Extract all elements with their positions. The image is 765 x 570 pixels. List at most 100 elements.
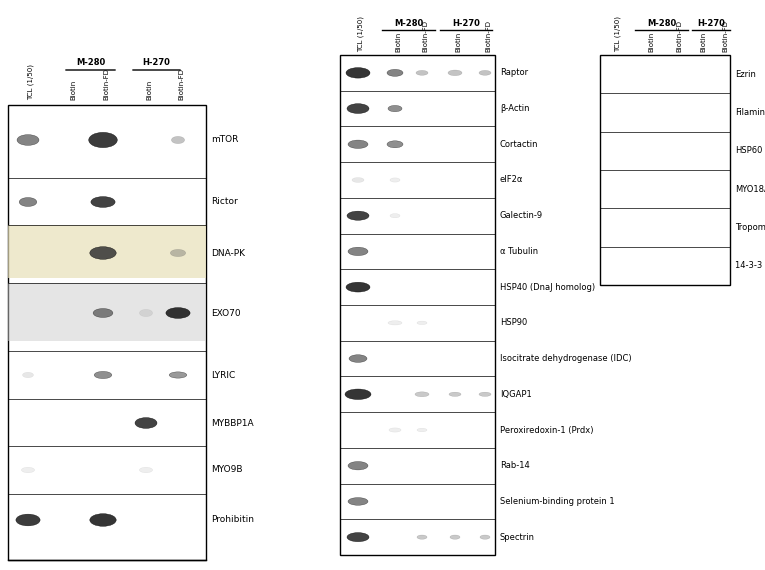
- Text: MYBBP1A: MYBBP1A: [211, 418, 254, 428]
- Bar: [8, 105, 206, 560]
- Text: TCL (1/50): TCL (1/50): [28, 64, 34, 100]
- Text: Cortactin: Cortactin: [500, 140, 539, 149]
- Text: Biotin: Biotin: [146, 80, 152, 100]
- Ellipse shape: [166, 308, 190, 319]
- Ellipse shape: [417, 428, 427, 431]
- Ellipse shape: [90, 247, 116, 259]
- Ellipse shape: [91, 197, 115, 207]
- Ellipse shape: [346, 68, 370, 78]
- Text: Filamin-A: Filamin-A: [735, 108, 765, 117]
- Text: IQGAP1: IQGAP1: [500, 390, 532, 399]
- Text: 14-3-3 ε: 14-3-3 ε: [735, 261, 765, 270]
- Text: Spectrin: Spectrin: [500, 532, 535, 541]
- Ellipse shape: [347, 104, 369, 113]
- Ellipse shape: [352, 177, 364, 182]
- Text: H-270: H-270: [697, 19, 725, 28]
- Text: DNA-PK: DNA-PK: [211, 249, 245, 258]
- Ellipse shape: [448, 70, 462, 76]
- Ellipse shape: [347, 532, 369, 541]
- Text: EXO70: EXO70: [211, 308, 241, 317]
- Ellipse shape: [450, 535, 460, 539]
- Ellipse shape: [389, 428, 401, 432]
- Text: Biotin: Biotin: [648, 32, 654, 52]
- Ellipse shape: [348, 247, 368, 255]
- Text: Tropomyosin: Tropomyosin: [735, 223, 765, 232]
- Text: Peroxiredoxin-1 (Prdx): Peroxiredoxin-1 (Prdx): [500, 425, 594, 434]
- Bar: [600, 55, 730, 285]
- Bar: [8, 225, 206, 278]
- Text: β-Actin: β-Actin: [500, 104, 529, 113]
- Text: Biotin-FD: Biotin-FD: [103, 68, 109, 100]
- Text: M-280: M-280: [76, 58, 105, 67]
- Ellipse shape: [94, 372, 112, 378]
- Text: Ezrin: Ezrin: [735, 70, 756, 79]
- Text: Rictor: Rictor: [211, 197, 238, 206]
- Ellipse shape: [348, 140, 368, 149]
- Text: Rab-14: Rab-14: [500, 461, 529, 470]
- Ellipse shape: [387, 141, 403, 148]
- Ellipse shape: [388, 105, 402, 112]
- Text: TCL (1/50): TCL (1/50): [615, 16, 621, 52]
- Text: Biotin-FD: Biotin-FD: [485, 20, 491, 52]
- Ellipse shape: [93, 308, 113, 317]
- Ellipse shape: [415, 392, 429, 397]
- Ellipse shape: [169, 372, 187, 378]
- Ellipse shape: [449, 392, 461, 396]
- Text: LYRIC: LYRIC: [211, 370, 236, 380]
- Text: Isocitrate dehydrogenase (IDC): Isocitrate dehydrogenase (IDC): [500, 354, 632, 363]
- Text: HSP60: HSP60: [735, 146, 763, 156]
- Ellipse shape: [388, 321, 402, 325]
- Ellipse shape: [345, 389, 371, 400]
- Text: Biotin-FD: Biotin-FD: [178, 68, 184, 100]
- Bar: [340, 55, 495, 555]
- Text: Prohibitin: Prohibitin: [211, 515, 254, 524]
- Ellipse shape: [480, 535, 490, 539]
- Ellipse shape: [171, 136, 184, 144]
- Text: Biotin: Biotin: [70, 80, 76, 100]
- Ellipse shape: [348, 498, 368, 505]
- Ellipse shape: [17, 135, 39, 145]
- Text: Biotin-FD: Biotin-FD: [422, 20, 428, 52]
- Ellipse shape: [90, 514, 116, 526]
- Ellipse shape: [417, 321, 427, 324]
- Text: eIF2α: eIF2α: [500, 176, 523, 185]
- Ellipse shape: [135, 418, 157, 429]
- Ellipse shape: [171, 250, 186, 256]
- Text: MYO18A: MYO18A: [735, 185, 765, 194]
- Text: HSP40 (DnaJ homolog): HSP40 (DnaJ homolog): [500, 283, 595, 292]
- Text: Biotin: Biotin: [395, 32, 401, 52]
- Ellipse shape: [348, 462, 368, 470]
- Ellipse shape: [390, 214, 400, 218]
- Ellipse shape: [349, 355, 367, 363]
- Text: M-280: M-280: [647, 19, 676, 28]
- Ellipse shape: [387, 70, 403, 76]
- Text: H-270: H-270: [452, 19, 480, 28]
- Text: TCL (1/50): TCL (1/50): [358, 16, 364, 52]
- Text: Biotin-FD: Biotin-FD: [676, 20, 682, 52]
- Text: M-280: M-280: [394, 19, 423, 28]
- Ellipse shape: [346, 282, 370, 292]
- Text: Biotin: Biotin: [700, 32, 706, 52]
- Text: α Tubulin: α Tubulin: [500, 247, 538, 256]
- Text: mTOR: mTOR: [211, 136, 239, 145]
- Ellipse shape: [89, 132, 117, 148]
- Text: Biotin-FD: Biotin-FD: [722, 20, 728, 52]
- Ellipse shape: [21, 467, 34, 473]
- Ellipse shape: [390, 178, 400, 182]
- Ellipse shape: [479, 392, 491, 396]
- Text: Galectin-9: Galectin-9: [500, 211, 543, 220]
- Text: H-270: H-270: [142, 58, 171, 67]
- Ellipse shape: [139, 467, 152, 473]
- Ellipse shape: [22, 372, 34, 378]
- Ellipse shape: [19, 197, 37, 206]
- Ellipse shape: [479, 71, 491, 75]
- Ellipse shape: [417, 535, 427, 539]
- Text: Raptor: Raptor: [500, 68, 528, 78]
- Text: HSP90: HSP90: [500, 319, 527, 327]
- Ellipse shape: [16, 514, 40, 526]
- Text: Selenium-binding protein 1: Selenium-binding protein 1: [500, 497, 614, 506]
- Ellipse shape: [416, 71, 428, 75]
- Ellipse shape: [139, 310, 152, 316]
- Ellipse shape: [347, 211, 369, 220]
- Text: MYO9B: MYO9B: [211, 466, 243, 474]
